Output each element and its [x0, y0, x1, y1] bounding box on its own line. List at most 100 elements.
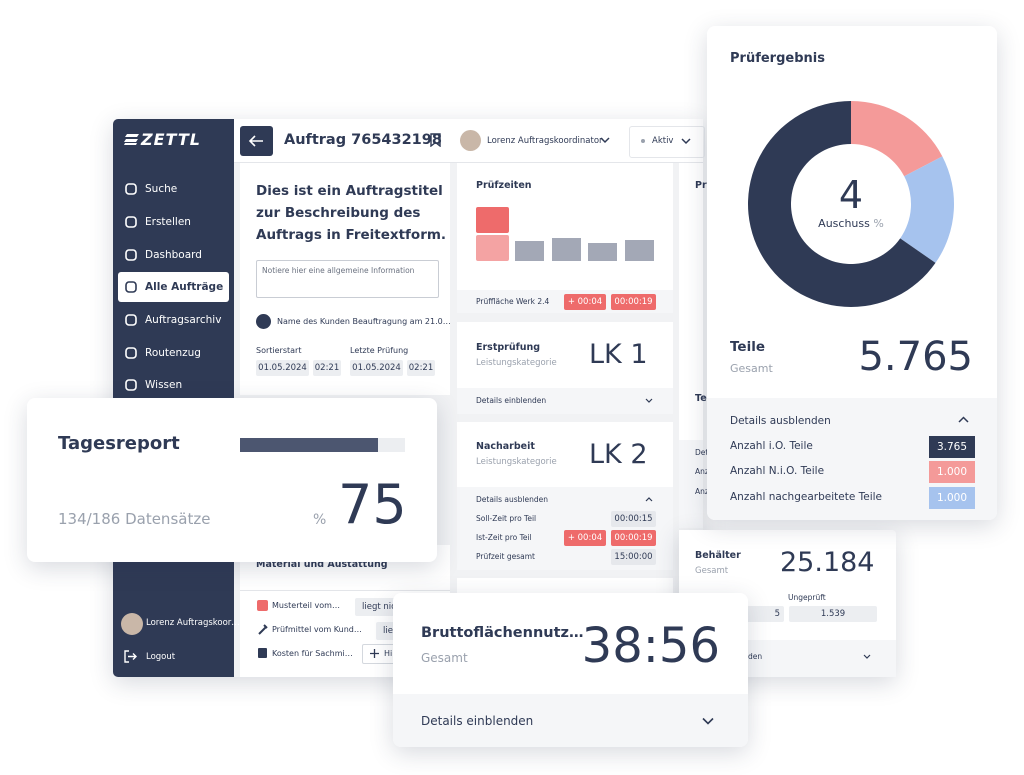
row-value: 3.765 — [929, 436, 975, 458]
row-label: Soll-Zeit pro Teil — [476, 514, 537, 523]
chevron — [702, 717, 714, 725]
order-panel — [240, 163, 450, 395]
card-footer — [457, 388, 673, 414]
bookmark[interactable] — [430, 133, 441, 147]
nav-icon — [125, 314, 137, 326]
note-placeholder: Notiere hier eine allgemeine Information — [262, 266, 415, 275]
nav-icon-shape — [125, 216, 137, 228]
card-title: Erstprüfung — [476, 342, 541, 353]
card-value: 38:56 — [581, 618, 720, 674]
records: 134/186 Datensätze — [58, 510, 211, 528]
item-icon — [257, 600, 268, 611]
avatar — [121, 613, 143, 635]
nav-icon — [125, 379, 137, 391]
fragment: Te — [695, 393, 707, 404]
toggle[interactable]: Details einblenden — [421, 714, 534, 728]
footer-label: Prüffläche Werk 2.4 — [476, 297, 550, 306]
status-select[interactable] — [629, 126, 705, 158]
nav-icon-shape — [125, 379, 137, 391]
toggle[interactable]: Details ausblenden — [730, 415, 831, 427]
chevron — [600, 137, 610, 144]
card-value: 25.184 — [780, 547, 875, 578]
fragment: Pr — [695, 180, 707, 191]
status: Aktiv — [652, 136, 674, 146]
fragment: Deta — [695, 448, 713, 457]
card-title: Behälter — [695, 550, 741, 561]
card-title: Prüfergebnis — [730, 51, 825, 66]
nav-item[interactable]: Suche — [145, 183, 178, 195]
logout-icon — [124, 650, 137, 663]
back-arrow — [248, 135, 263, 147]
nav-icon — [125, 183, 137, 195]
chevron — [681, 138, 691, 145]
total-sublabel: Gesamt — [730, 362, 773, 375]
header-user[interactable]: Lorenz Auftragskoordinator — [487, 136, 603, 146]
nav-icon — [125, 347, 137, 359]
item-status: Hi — [384, 649, 393, 658]
row-label: Anzahl i.O. Teile — [730, 440, 813, 452]
donut-slice — [900, 156, 954, 263]
nav-item[interactable]: Alle Aufträge — [145, 281, 224, 293]
nav-item[interactable]: Routenzug — [145, 347, 201, 359]
item-icon — [258, 624, 268, 635]
divider — [240, 590, 450, 591]
material-title: Material und Austattung — [256, 559, 388, 570]
row-label: Anzahl nachgearbeitete Teile — [730, 491, 883, 503]
time: 02:21 — [313, 360, 341, 376]
note-input[interactable] — [256, 260, 439, 298]
time: 02:21 — [407, 360, 435, 376]
card-title: Tagesreport — [58, 433, 180, 454]
nav-icon — [125, 281, 137, 293]
center-label: Auschuss % — [751, 218, 951, 229]
toggle[interactable]: Details einblenden — [476, 396, 547, 405]
toggle[interactable]: den — [748, 652, 763, 661]
nav-icon-shape — [125, 249, 137, 261]
donut-chart — [747, 101, 954, 307]
row-label: Ist-Zeit pro Teil — [476, 533, 532, 542]
order-description: Dies ist ein Auftragstitel zur Beschreib… — [256, 183, 447, 243]
sidebar-user[interactable]: Lorenz Auftragskoor… — [146, 618, 240, 628]
value: 1.539 — [789, 606, 877, 622]
tagesreport-card — [27, 398, 437, 562]
logout[interactable]: Logout — [146, 652, 176, 662]
card-subtitle: Leistungskategorie — [476, 358, 557, 368]
material-item: Musterteil vom… — [272, 601, 340, 610]
nav-item[interactable]: Auftragsarchiv — [145, 314, 222, 326]
nav-item[interactable]: Dashboard — [145, 249, 202, 261]
chevron — [645, 497, 653, 502]
nav-item[interactable]: Erstellen — [145, 216, 191, 228]
toggle[interactable]: Details ausblenden — [476, 495, 548, 504]
row-value: 1.000 — [929, 461, 975, 483]
row-value: 00:00:19 — [611, 530, 656, 546]
chevron — [645, 398, 653, 403]
plus-icon — [370, 649, 379, 658]
row-value: 1.000 — [929, 487, 975, 509]
material-item: Prüfmittel vom Kund… — [272, 625, 362, 634]
card-footer — [679, 440, 703, 528]
progress-fill — [240, 438, 378, 452]
nav-icon — [125, 216, 137, 228]
card-subtitle: Gesamt — [695, 566, 729, 576]
center-value: 4 — [838, 173, 864, 217]
row-label: Anzahl N.i.O. Teile — [730, 465, 825, 477]
delta: + 00:04 — [564, 294, 606, 310]
delta: + 00:04 — [564, 530, 606, 546]
total-value: 5.765 — [858, 334, 973, 380]
nav-icon-shape — [125, 347, 137, 359]
total-label: Teile — [730, 339, 765, 355]
time: 00:00:19 — [611, 294, 656, 310]
fragment: Anza — [695, 487, 714, 496]
material-item: Kosten für Sachmi… — [272, 649, 353, 658]
item-icon — [258, 648, 267, 658]
card-title: Nacharbeit — [476, 441, 535, 452]
order-title: Auftrag 765432198 — [284, 132, 442, 148]
fragment: Anza — [695, 467, 714, 476]
row-label: Prüfzeit gesamt — [476, 552, 535, 561]
nav-item[interactable]: Wissen — [145, 379, 183, 391]
customer: Name des Kunden Beauftragung am 21.0… — [277, 317, 451, 326]
nav-icon-shape — [125, 281, 137, 293]
card-subtitle: Leistungskategorie — [476, 457, 557, 467]
category: LK 1 — [589, 339, 648, 370]
date: 01.05.2024 — [256, 360, 309, 376]
